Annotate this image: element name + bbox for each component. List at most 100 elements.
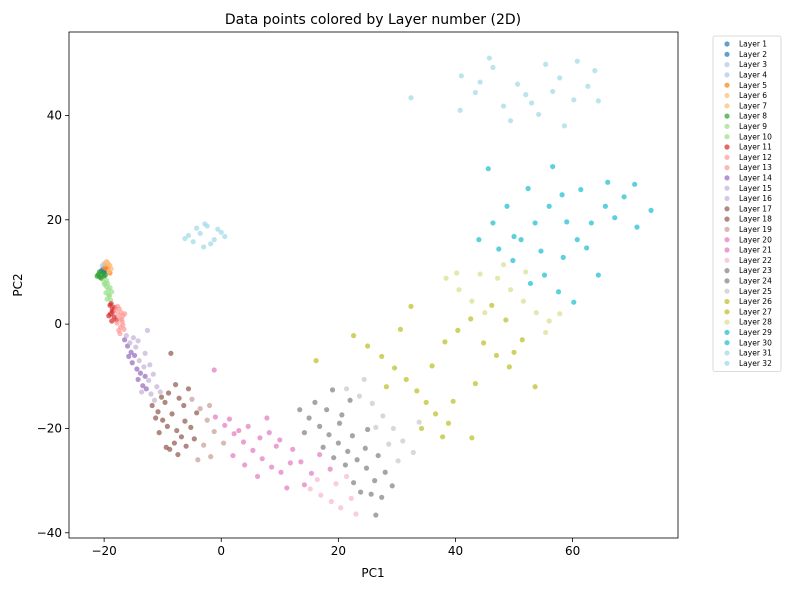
legend-label: Layer 8 bbox=[739, 112, 767, 121]
legend-label: Layer 17 bbox=[739, 204, 772, 213]
legend-label: Layer 9 bbox=[739, 122, 767, 131]
legend-marker bbox=[724, 113, 730, 119]
y-tick-label: 0 bbox=[54, 317, 62, 331]
data-point bbox=[634, 224, 640, 230]
data-point bbox=[489, 302, 495, 308]
data-point bbox=[485, 166, 491, 172]
data-point bbox=[206, 402, 213, 409]
legend-marker bbox=[724, 360, 730, 366]
data-point bbox=[362, 445, 368, 451]
data-point bbox=[472, 89, 478, 96]
data-point bbox=[602, 203, 608, 209]
data-point bbox=[287, 460, 293, 466]
data-point bbox=[147, 362, 153, 368]
legend-marker bbox=[724, 278, 730, 284]
data-point bbox=[250, 447, 256, 453]
data-point bbox=[208, 454, 214, 460]
legend-label: Layer 32 bbox=[739, 359, 772, 368]
data-point bbox=[328, 498, 334, 505]
data-point bbox=[592, 68, 598, 74]
data-point bbox=[442, 339, 448, 345]
data-point bbox=[585, 83, 591, 89]
legend-marker bbox=[724, 216, 730, 222]
data-point bbox=[230, 452, 236, 459]
data-point bbox=[149, 402, 155, 409]
data-point bbox=[456, 287, 462, 293]
data-point bbox=[445, 420, 452, 426]
x-axis-ticks: −20 0 20 40 60 bbox=[91, 538, 580, 558]
data-point bbox=[153, 415, 159, 421]
legend-label: Layer 24 bbox=[739, 277, 772, 286]
data-point bbox=[134, 366, 140, 372]
legend-marker bbox=[724, 340, 730, 346]
data-point bbox=[182, 418, 188, 424]
data-point bbox=[168, 350, 174, 356]
legend-label: Layer 23 bbox=[739, 266, 772, 275]
legend-label: Layer 2 bbox=[739, 50, 767, 59]
legend-label: Layer 15 bbox=[739, 184, 772, 193]
data-point bbox=[98, 275, 104, 281]
data-point bbox=[533, 310, 539, 316]
data-point bbox=[503, 317, 509, 323]
data-point bbox=[236, 427, 242, 434]
data-point bbox=[257, 435, 263, 441]
data-point bbox=[529, 100, 535, 106]
data-point bbox=[324, 407, 330, 413]
data-point bbox=[122, 311, 128, 317]
legend-marker bbox=[724, 268, 730, 274]
data-point bbox=[278, 469, 284, 475]
data-point bbox=[182, 235, 188, 242]
data-point bbox=[201, 442, 207, 448]
data-point bbox=[338, 505, 344, 511]
y-tick-label: −40 bbox=[37, 526, 62, 540]
data-point bbox=[185, 386, 192, 392]
data-point bbox=[317, 423, 323, 429]
legend-label: Layer 6 bbox=[739, 91, 767, 100]
data-point bbox=[550, 88, 556, 95]
legend-marker bbox=[724, 288, 730, 294]
data-point bbox=[201, 244, 207, 250]
y-axis-label: PC2 bbox=[11, 273, 25, 296]
data-point bbox=[211, 367, 217, 373]
data-point bbox=[457, 107, 463, 113]
data-point bbox=[538, 248, 544, 254]
data-point bbox=[356, 393, 363, 399]
legend-label: Layer 20 bbox=[739, 235, 772, 244]
data-point bbox=[353, 511, 359, 517]
data-point bbox=[379, 353, 385, 360]
data-point bbox=[307, 486, 313, 492]
legend-marker bbox=[724, 144, 730, 150]
data-point bbox=[133, 344, 139, 350]
data-point bbox=[190, 239, 196, 245]
legend-label: Layer 22 bbox=[739, 256, 772, 265]
data-point bbox=[240, 439, 247, 445]
data-point bbox=[211, 237, 217, 243]
data-point bbox=[519, 337, 525, 343]
data-point bbox=[414, 388, 420, 394]
data-point bbox=[148, 391, 154, 397]
data-point bbox=[211, 428, 217, 435]
data-point bbox=[391, 365, 398, 371]
data-point bbox=[106, 292, 112, 298]
data-point bbox=[482, 310, 488, 316]
data-point bbox=[390, 425, 397, 432]
data-point bbox=[96, 269, 103, 275]
data-point bbox=[527, 280, 534, 287]
legend-marker bbox=[724, 51, 730, 57]
data-point bbox=[119, 316, 125, 323]
data-point bbox=[511, 349, 517, 355]
data-point bbox=[172, 382, 179, 388]
data-point bbox=[343, 386, 350, 392]
data-point bbox=[347, 397, 353, 403]
data-point bbox=[648, 207, 654, 213]
data-point bbox=[455, 327, 461, 333]
data-point bbox=[122, 337, 128, 343]
data-point bbox=[121, 326, 127, 332]
data-point bbox=[160, 417, 166, 423]
legend-marker bbox=[724, 237, 730, 243]
data-point bbox=[373, 512, 379, 518]
legend-marker bbox=[724, 123, 730, 129]
data-point bbox=[194, 225, 200, 231]
data-point bbox=[480, 340, 487, 346]
data-point bbox=[109, 318, 115, 324]
